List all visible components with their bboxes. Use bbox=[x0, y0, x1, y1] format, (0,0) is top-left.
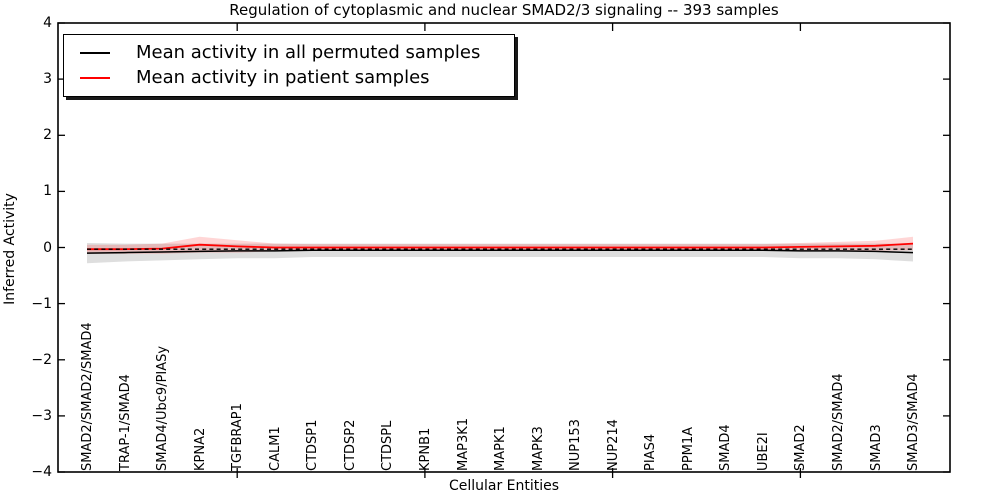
x-tick-label: SMAD4/Ubc9/PIASy bbox=[155, 345, 171, 471]
y-tick-label: 4 bbox=[43, 15, 52, 31]
x-tick-label: NUP214 bbox=[605, 419, 621, 471]
x-tick-label: SMAD3 bbox=[868, 424, 884, 471]
y-tick-label: −1 bbox=[31, 295, 52, 312]
x-axis-label: Cellular Entities bbox=[448, 478, 560, 494]
legend-label-patient: Mean activity in patient samples bbox=[136, 67, 430, 89]
x-tick-label: SMAD2 bbox=[793, 424, 809, 471]
x-tick-label: PIAS4 bbox=[643, 433, 659, 471]
y-tick-label: 2 bbox=[43, 127, 52, 144]
x-tick-label: KPNB1 bbox=[417, 427, 433, 471]
y-axis-ticks bbox=[58, 22, 950, 473]
x-tick-label: CTDSPL bbox=[380, 420, 396, 471]
x-tick-label: CALM1 bbox=[267, 426, 283, 471]
y-tick-label: 0 bbox=[43, 239, 52, 256]
chart-title: Regulation of cytoplasmic and nuclear SM… bbox=[229, 1, 779, 19]
x-tick-label: MAPK3 bbox=[530, 426, 546, 471]
y-tick-label: 1 bbox=[43, 183, 52, 200]
x-tick-label: SMAD3/SMAD4 bbox=[906, 373, 921, 471]
y-tick-label: −3 bbox=[31, 407, 52, 424]
patient-line-sample-icon bbox=[80, 77, 110, 80]
y-tick-label: 3 bbox=[43, 71, 52, 88]
mean-activity-in-patient-samples-line bbox=[87, 242, 914, 251]
legend-item-permuted: Mean activity in all permuted samples bbox=[76, 42, 504, 64]
y-tick-label: −2 bbox=[31, 351, 52, 368]
x-tick-label: CTDSP2 bbox=[342, 419, 358, 471]
legend-label-permuted: Mean activity in all permuted samples bbox=[136, 41, 481, 63]
x-tick-label: TGFBRAP1 bbox=[230, 403, 246, 471]
x-axis-ticks bbox=[236, 23, 802, 478]
x-tick-label: MAPK1 bbox=[493, 426, 508, 471]
x-tick-label: UBE2I bbox=[755, 432, 771, 471]
x-tick-label: SMAD2/SMAD2/SMAD4 bbox=[80, 322, 95, 471]
x-tick-label: SMAD2/SMAD4 bbox=[830, 373, 846, 471]
x-tick-label: NUP153 bbox=[568, 419, 584, 471]
x-tick-label: MAP3K1 bbox=[455, 417, 471, 471]
x-tick-label: SMAD4 bbox=[718, 424, 734, 471]
x-tick-label: CTDSP1 bbox=[305, 419, 321, 471]
y-tick-label: −4 bbox=[31, 464, 52, 480]
permuted-line-sample-icon bbox=[80, 51, 110, 54]
legend: Mean activity in all permuted samples Me… bbox=[63, 34, 515, 97]
x-tick-label: TRAP-1/SMAD4 bbox=[117, 374, 133, 471]
mean-activity-in-all-permuted-samples-line bbox=[86, 249, 914, 254]
x-tick-label: PPM1A bbox=[680, 426, 696, 471]
x-tick-label: KPNA2 bbox=[192, 427, 208, 471]
legend-item-patient: Mean activity in patient samples bbox=[76, 67, 504, 89]
